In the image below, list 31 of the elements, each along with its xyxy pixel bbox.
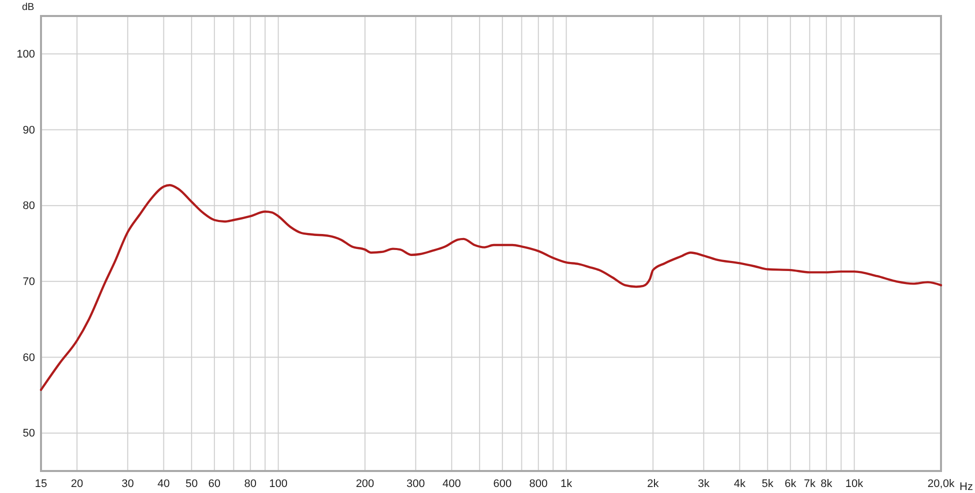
x-axis-title: Hz [960,481,973,493]
x-tick-label: 60 [208,478,221,490]
x-tick-label: 20 [70,478,84,490]
y-tick-label: 70 [22,276,35,288]
x-tick-label: 50 [185,478,198,490]
x-tick-label: 100 [269,478,288,490]
x-tick-label: 400 [442,478,461,490]
x-tick-label: 800 [529,478,548,490]
x-tick-label: 40 [158,478,170,490]
y-tick-label: 90 [22,124,35,136]
x-tick-label: 6k [784,478,797,490]
x-tick-label: 80 [244,478,257,490]
x-tick-label: 300 [406,478,425,490]
x-tick-label: 20,0k [928,478,955,490]
x-tick-label: 15 [34,478,48,490]
y-tick-label: 60 [22,352,35,364]
y-axis-title: dB [22,2,35,13]
x-tick-label: 7k [804,478,816,490]
x-tick-label: 8k [820,478,833,490]
x-tick-label: 5k [762,478,774,490]
x-tick-label: 10k [845,478,864,490]
x-tick-label: 2k [647,478,660,490]
x-tick-label: 4k [734,478,746,490]
x-tick-label: 30 [122,478,134,490]
x-tick-label: 600 [493,478,512,490]
x-tick-label: 200 [356,478,374,490]
x-tick-label: 1k [560,478,573,490]
x-tick-label: 3k [698,478,710,490]
y-tick-label: 80 [22,200,35,212]
y-tick-label: 100 [16,48,35,60]
y-tick-label: 50 [22,428,35,440]
